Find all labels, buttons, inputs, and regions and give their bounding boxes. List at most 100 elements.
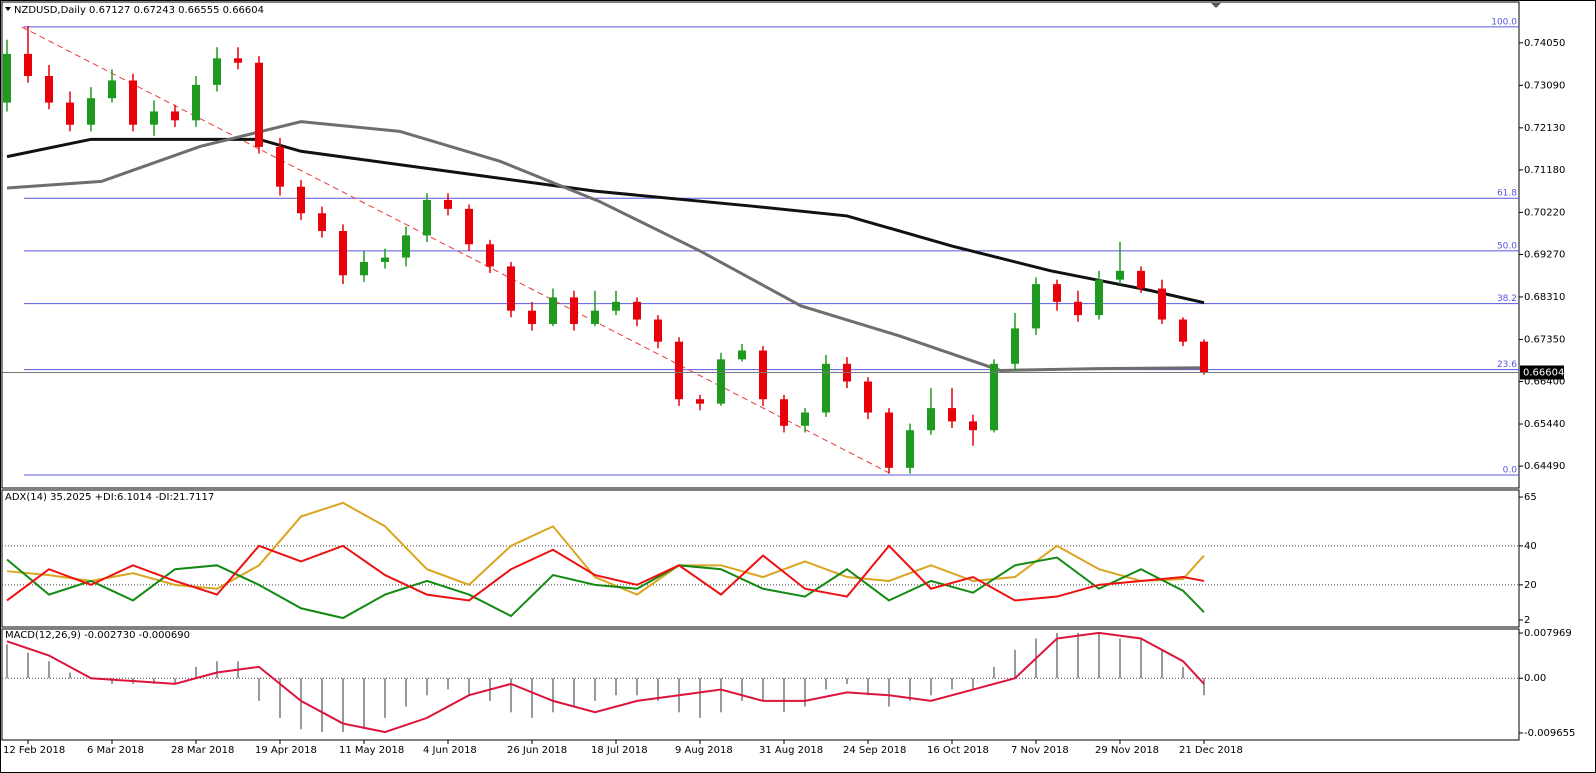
last-price-box <box>1520 365 1564 380</box>
x-tick-label: 31 Aug 2018 <box>759 745 823 756</box>
candle-body <box>1032 284 1040 329</box>
y-tick-label: 0.73090 <box>1524 80 1565 91</box>
candle-body <box>675 341 683 400</box>
candle-body <box>570 297 578 324</box>
price-panel <box>1 1 1520 489</box>
candle-body <box>45 76 53 103</box>
y-tick-label: 0.64490 <box>1524 461 1565 472</box>
indicator-line <box>6 544 1205 602</box>
candle-body <box>1116 270 1124 280</box>
signal-line <box>6 631 1205 734</box>
candle-body <box>192 84 200 121</box>
y-tick-label: 0.00 <box>1524 673 1546 684</box>
fib-label: 50.0 <box>1497 241 1517 251</box>
adx-panel <box>1 489 1520 628</box>
fib-label: 38.2 <box>1497 294 1517 304</box>
candle-body <box>1095 279 1103 316</box>
x-tick-label: 26 Jun 2018 <box>507 745 567 756</box>
candle-body <box>801 412 809 426</box>
candle-body <box>591 310 599 324</box>
adx-title: ADX(14) 35.2025 +DI:6.1014 -DI:21.7117 <box>5 492 214 503</box>
candle-body <box>507 266 515 311</box>
candle-body <box>633 301 641 320</box>
shift-marker <box>1211 3 1221 8</box>
y-tick-label: 40 <box>1524 541 1537 552</box>
y-tick-label: 0.68310 <box>1524 292 1565 303</box>
x-tick-label: 28 Mar 2018 <box>171 745 234 756</box>
candle-body <box>150 111 158 125</box>
fib-label: 0.0 <box>1503 465 1518 475</box>
candle-body <box>234 58 242 63</box>
y-tick-label: 0.67350 <box>1524 334 1565 345</box>
candle-body <box>1179 319 1187 342</box>
y-tick-label: 0.70220 <box>1524 207 1565 218</box>
last-price-label: 0.66604 <box>1523 367 1564 378</box>
candle-body <box>528 310 536 324</box>
x-tick-label: 4 Jun 2018 <box>423 745 477 756</box>
macd-panel <box>1 628 1520 741</box>
candle-body <box>339 230 347 276</box>
candle-body <box>1053 284 1061 302</box>
candle-body <box>1158 288 1166 320</box>
candle-body <box>990 363 998 431</box>
candle-body <box>780 399 788 426</box>
x-tick-label: 11 May 2018 <box>339 745 404 756</box>
candle-body <box>696 399 704 404</box>
fib-label: 23.6 <box>1497 360 1517 370</box>
candle-body <box>213 58 221 85</box>
candle-body <box>927 408 935 431</box>
y-tick-label: 0.69270 <box>1524 249 1565 260</box>
macd-title: MACD(12,26,9) -0.002730 -0.000690 <box>5 630 190 641</box>
y-tick-label: 0.72130 <box>1524 123 1565 134</box>
x-tick-label: 29 Nov 2018 <box>1095 745 1159 756</box>
moving-average <box>6 120 1205 372</box>
x-tick-label: 24 Sep 2018 <box>843 745 906 756</box>
candle-body <box>24 53 32 77</box>
fib-label: 100.0 <box>1491 17 1517 27</box>
candle-body <box>549 297 557 324</box>
candle-body <box>1200 341 1208 373</box>
candle-body <box>297 186 305 214</box>
candle-body <box>948 408 956 422</box>
candle-body <box>444 199 452 209</box>
x-tick-label: 21 Dec 2018 <box>1179 745 1243 756</box>
candle-body <box>108 80 116 99</box>
candle-body <box>3 53 11 103</box>
candle-body <box>318 213 326 231</box>
candle-body <box>255 62 263 147</box>
candle-body <box>360 261 368 276</box>
indicator-line <box>6 556 1205 620</box>
y-tick-label: 65 <box>1524 492 1537 503</box>
x-tick-label: 19 Apr 2018 <box>255 745 317 756</box>
x-tick-label: 9 Aug 2018 <box>675 745 733 756</box>
x-tick-label: 16 Oct 2018 <box>927 745 989 756</box>
candle-body <box>906 430 914 468</box>
trend-line <box>21 26 894 476</box>
y-tick-label: 0.007969 <box>1524 628 1572 639</box>
candle-body <box>864 381 872 413</box>
candle-body <box>1074 301 1082 316</box>
candle-body <box>381 257 389 262</box>
y-tick-label: 20 <box>1524 580 1537 591</box>
y-tick-label: 2 <box>1524 615 1530 626</box>
candle-body <box>612 301 620 311</box>
x-tick-label: 7 Nov 2018 <box>1011 745 1069 756</box>
candle-body <box>486 244 494 267</box>
candle-body <box>66 102 74 125</box>
candle-body <box>1011 328 1019 364</box>
candle-body <box>654 319 662 342</box>
candle-body <box>885 412 893 468</box>
candle-body <box>171 111 179 121</box>
candle-body <box>759 350 767 400</box>
chart-title: NZDUSD,Daily 0.67127 0.67243 0.66555 0.6… <box>14 5 264 16</box>
candle-body <box>423 199 431 236</box>
candle-body <box>129 80 137 125</box>
y-tick-label: 0.71180 <box>1524 165 1565 176</box>
x-tick-label: 6 Mar 2018 <box>87 745 144 756</box>
candle-body <box>87 98 95 125</box>
candle-body <box>465 208 473 245</box>
y-tick-label: 0.74050 <box>1524 38 1565 49</box>
